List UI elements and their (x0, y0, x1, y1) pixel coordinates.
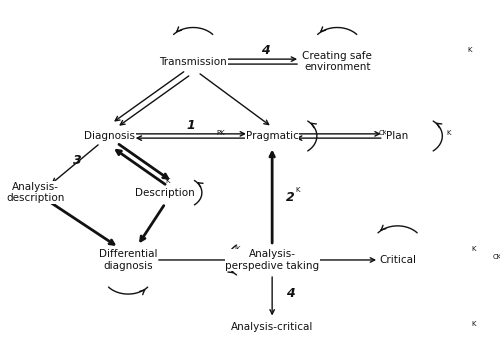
Text: Creating safe
environment: Creating safe environment (302, 51, 372, 72)
Text: 1: 1 (186, 119, 195, 132)
Text: 4: 4 (286, 287, 295, 300)
Text: K: K (467, 47, 471, 53)
Text: IK: IK (235, 246, 242, 251)
Text: 3: 3 (72, 154, 82, 167)
Text: Transmission: Transmission (160, 57, 227, 67)
Text: K: K (295, 187, 300, 193)
Text: Analysis-
perspedive taking: Analysis- perspedive taking (225, 249, 319, 271)
Text: Critical: Critical (379, 255, 416, 265)
Text: K: K (471, 321, 476, 327)
Text: CK: CK (493, 254, 500, 260)
Text: Pragmatic: Pragmatic (246, 131, 298, 141)
Text: K: K (447, 130, 452, 136)
Text: Plan: Plan (386, 131, 408, 141)
Text: Analysis-
description: Analysis- description (6, 182, 64, 203)
Text: K: K (165, 178, 170, 184)
Text: K: K (334, 56, 339, 62)
Text: K: K (471, 246, 476, 251)
Text: Diagnosis: Diagnosis (84, 131, 135, 141)
Text: 4: 4 (261, 45, 270, 57)
Text: 2: 2 (286, 191, 295, 205)
Text: PK: PK (216, 130, 225, 136)
Text: CK: CK (379, 130, 388, 136)
Text: Differential
diagnosis: Differential diagnosis (99, 249, 158, 271)
Text: Description: Description (136, 188, 195, 198)
Text: Analysis-critical: Analysis-critical (231, 322, 314, 332)
